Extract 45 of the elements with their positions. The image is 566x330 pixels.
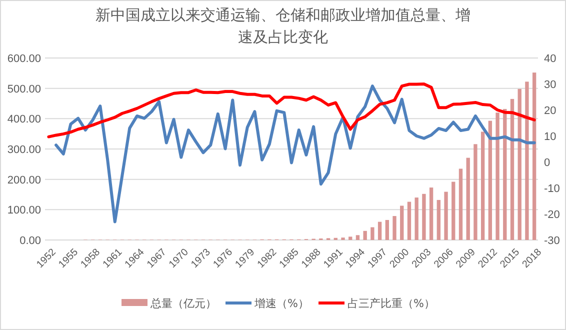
y2-tick-label: 30: [544, 79, 556, 91]
bar: [525, 82, 529, 240]
y2-tick-label: 40: [544, 53, 556, 65]
y2-tick-label: -10: [544, 183, 560, 195]
y-tick-label: 600.00: [7, 53, 41, 65]
y2-tick-label: 20: [544, 105, 556, 117]
y-tick-label: 200.00: [7, 174, 41, 186]
bar: [392, 216, 396, 240]
bar: [378, 222, 382, 240]
bar: [503, 108, 507, 240]
y2-tick-label: -20: [544, 209, 560, 221]
y-tick-label: 0.00: [20, 235, 41, 247]
y-tick-label: 100.00: [7, 204, 41, 217]
y-tick-label: 500.00: [7, 83, 41, 96]
bar: [488, 120, 492, 240]
y-tick-label: 400.00: [7, 114, 41, 126]
bar: [452, 182, 456, 240]
bar: [348, 236, 352, 240]
bar: [480, 132, 485, 240]
bar: [532, 72, 536, 240]
bar: [458, 168, 463, 240]
bar: [385, 220, 389, 240]
bar: [400, 206, 404, 240]
legend-label: 占三产比重（%）: [348, 297, 435, 310]
y2-tick-label: -30: [544, 235, 560, 247]
bar: [422, 194, 426, 240]
legend-label: 总量（亿元）: [150, 297, 216, 310]
chart-title: 新中国成立以来交通运输、仓储和邮政业增加值总量、增速及占比变化: [94, 5, 472, 48]
bar: [429, 188, 434, 240]
bar: [444, 192, 448, 240]
bar: [496, 112, 500, 240]
bar: [407, 202, 412, 240]
bar: [466, 158, 470, 240]
legend-label: 增速（%）: [254, 297, 309, 310]
y2-tick-label: 0: [544, 157, 550, 169]
bar: [370, 227, 374, 240]
y2-tick-label: 10: [544, 131, 556, 143]
bar: [510, 98, 514, 240]
y-tick-label: 300.00: [7, 144, 41, 156]
bar: [518, 88, 522, 240]
bar: [414, 198, 418, 240]
bar: [436, 200, 441, 240]
bar: [356, 235, 360, 240]
bar: [363, 230, 367, 240]
bar: [474, 144, 478, 240]
